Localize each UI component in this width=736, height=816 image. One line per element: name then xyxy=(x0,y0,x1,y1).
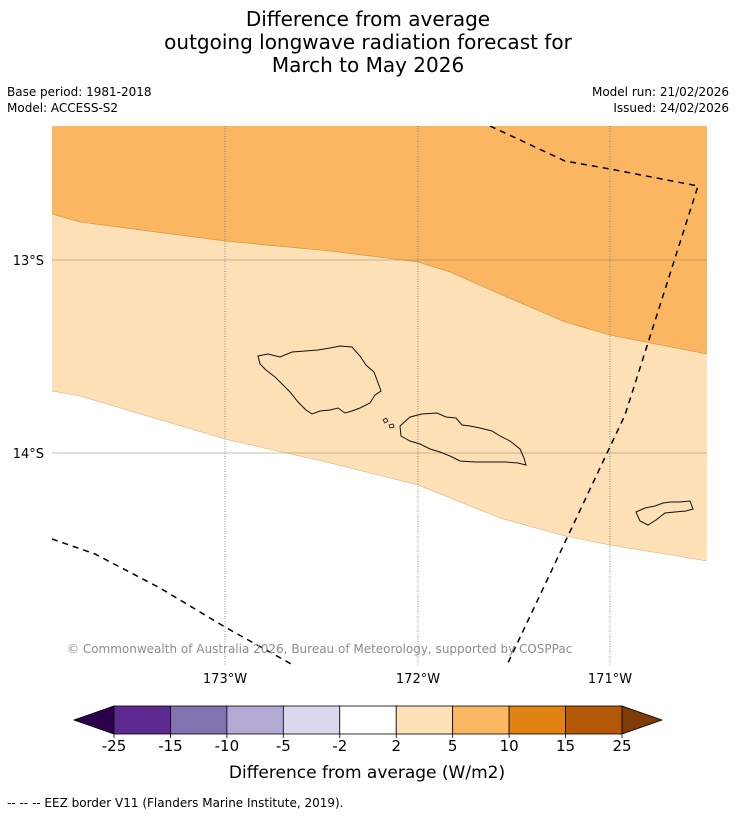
copyright-notice: © Commonwealth of Australia 2026, Bureau… xyxy=(67,642,572,656)
contour-line-lower xyxy=(52,390,707,562)
island-savaii xyxy=(257,345,382,415)
contour-line-upper xyxy=(52,213,707,355)
colorbar-tick-label: -2 xyxy=(332,737,347,755)
colorbar-segment xyxy=(565,705,623,735)
lon-label-171w: 171°W xyxy=(588,672,632,687)
colorbar-segment xyxy=(113,705,171,735)
colorbar-segment xyxy=(395,705,454,735)
colorbar-extend-low xyxy=(72,705,115,735)
base-period: Base period: 1981-2018 xyxy=(7,85,152,99)
issued-date: Issued: 24/02/2026 xyxy=(613,101,729,115)
colorbar-title: Difference from average (W/m2) xyxy=(229,763,505,783)
island-apolima xyxy=(388,423,395,429)
lon-label-172w: 172°W xyxy=(396,672,440,687)
eez-border-east xyxy=(489,126,699,665)
colorbar-tick-label: 5 xyxy=(448,737,458,755)
colorbar-tick-label: 2 xyxy=(391,737,401,755)
meta-left: Base period: 1981-2018 Model: ACCESS-S2 xyxy=(7,84,152,116)
colorbar-tick-label: 25 xyxy=(612,737,631,755)
eez-legend: -- -- -- EEZ border V11 (Flanders Marine… xyxy=(7,796,344,810)
colorbar-segment xyxy=(339,705,397,735)
island-tutuila xyxy=(635,500,694,526)
island-manono xyxy=(382,417,389,424)
lat-label-14s: 14°S xyxy=(13,447,44,462)
meta-right: Model run: 21/02/2026 Issued: 24/02/2026 xyxy=(592,84,729,116)
colorbar-extend-high xyxy=(621,705,664,735)
eez-border-southwest xyxy=(52,538,294,665)
colorbar-tick-label: -25 xyxy=(102,737,127,755)
colorbar-segment xyxy=(452,705,510,735)
colorbar-tick-label: -10 xyxy=(215,737,240,755)
title-line-2: outgoing longwave radiation forecast for xyxy=(164,30,572,54)
title-line-1: Difference from average xyxy=(245,7,491,31)
lat-label-13s: 13°S xyxy=(13,254,44,269)
colorbar-segment xyxy=(508,705,566,735)
colorbar-segment xyxy=(282,705,341,735)
map-area xyxy=(52,126,707,665)
colorbar-segment xyxy=(226,705,284,735)
colorbar-tick-label: -15 xyxy=(158,737,183,755)
title-line-3: March to May 2026 xyxy=(271,53,465,77)
lon-label-173w: 173°W xyxy=(203,672,247,687)
colorbar-tick-label: 15 xyxy=(556,737,575,755)
colorbar-tick-label: -5 xyxy=(276,737,291,755)
island-upolu xyxy=(399,412,527,466)
colorbar: -25 -15 -10 -5 -2 2 5 10 15 25 xyxy=(72,705,664,755)
colorbar-segment xyxy=(170,705,228,735)
region-5-to-10 xyxy=(52,126,707,354)
model-name: Model: ACCESS-S2 xyxy=(7,101,119,115)
colorbar-tick-label: 10 xyxy=(500,737,519,755)
model-run: Model run: 21/02/2026 xyxy=(591,85,729,99)
map-title: Difference from average outgoing longwav… xyxy=(0,8,736,77)
